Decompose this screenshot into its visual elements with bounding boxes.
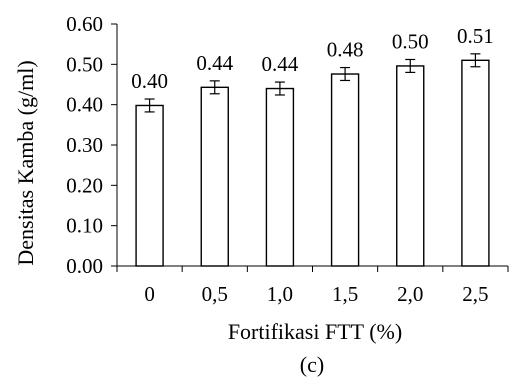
data-label: 0.40	[131, 69, 168, 93]
bars	[135, 59, 490, 267]
data-label: 0.44	[262, 52, 299, 76]
bar	[461, 59, 490, 267]
x-axis-title: Fortifikasi FTT (%)	[228, 319, 402, 344]
x-tick-label: 0	[144, 282, 155, 306]
y-tick-label: 0.20	[66, 173, 103, 197]
y-tick-label: 0.10	[66, 214, 103, 238]
x-tick-label: 1,0	[267, 282, 293, 306]
error-bars	[144, 53, 481, 113]
y-tick-label: 0.00	[66, 254, 103, 278]
data-label: 0.51	[457, 24, 494, 48]
data-label: 0.44	[196, 51, 233, 75]
y-tick-label: 0.50	[66, 52, 103, 76]
y-tick-label: 0.60	[66, 12, 103, 36]
x-tick-label: 0,5	[202, 282, 228, 306]
x-axis	[116, 265, 509, 272]
y-axis	[111, 23, 118, 267]
y-tick-labels: 0.00 0.10 0.20 0.30 0.40 0.50 0.60	[66, 12, 103, 278]
y-tick-label: 0.40	[66, 93, 103, 117]
x-tick-label: 1,5	[332, 282, 358, 306]
y-tick-label: 0.30	[66, 133, 103, 157]
y-axis-title: Densitas Kamba (g/ml)	[13, 60, 38, 265]
bar	[330, 73, 360, 267]
x-tick-label: 2,0	[397, 282, 423, 306]
data-labels: 0.40 0.44 0.44 0.48 0.50 0.51	[131, 24, 494, 93]
bar	[135, 104, 164, 267]
x-tick-label: 2,5	[462, 282, 488, 306]
data-label: 0.50	[392, 29, 429, 53]
data-label: 0.48	[327, 38, 364, 62]
x-tick-labels: 0 0,5 1,0 1,5 2,0 2,5	[144, 282, 488, 306]
bar	[265, 87, 295, 267]
bar	[200, 86, 229, 267]
panel-label: (c)	[300, 352, 324, 377]
bar	[396, 65, 425, 267]
